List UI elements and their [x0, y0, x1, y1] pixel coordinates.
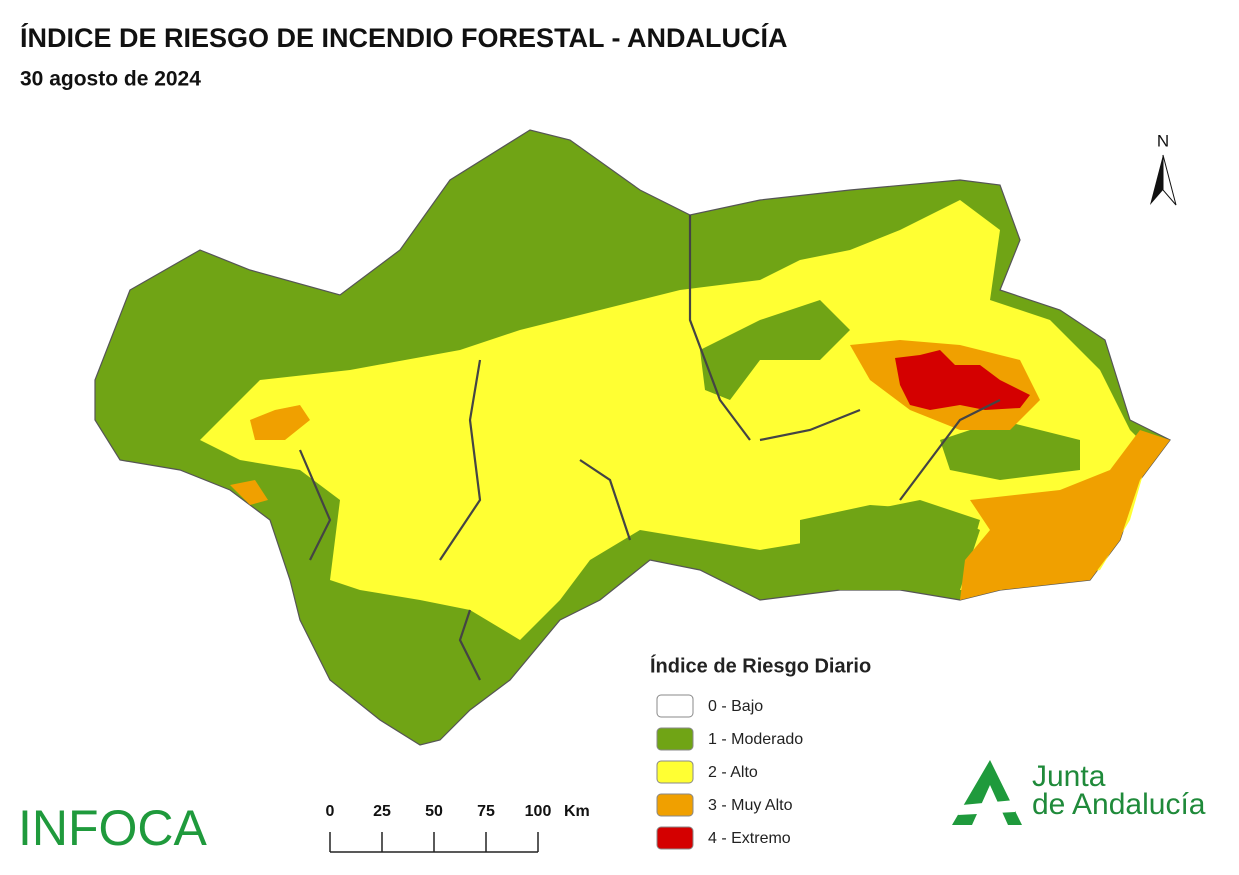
map — [94, 129, 1171, 746]
region-green-patch — [940, 420, 1080, 480]
legend-swatch — [656, 727, 694, 751]
legend-label: 0 - Bajo — [708, 698, 763, 715]
scale-unit: Km — [564, 803, 590, 820]
legend-label: 3 - Muy Alto — [708, 797, 793, 814]
legend-title: Índice de Riesgo Diario — [650, 654, 871, 677]
junta-emblem — [952, 760, 1022, 825]
north-label: N — [1157, 131, 1169, 150]
junta-line: de Andalucía — [1032, 788, 1206, 821]
region-yellow — [200, 200, 1150, 640]
legend-swatch — [656, 826, 694, 850]
province-borders — [298, 215, 1001, 681]
north-arrow-left — [1150, 155, 1163, 205]
scale-bar: 0 25 50 75 100 Km — [326, 803, 590, 853]
date: 30 agosto de 2024 — [20, 68, 201, 91]
legend-swatch — [656, 793, 694, 817]
junta-emblem-band — [958, 800, 1015, 815]
title: ÍNDICE DE RIESGO DE INCENDIO FORESTAL - … — [20, 22, 788, 53]
junta-logo: Junta de Andalucía — [952, 760, 1206, 825]
scale-label: 25 — [373, 803, 391, 820]
region-red — [895, 350, 1030, 410]
north-arrow-right — [1162, 154, 1177, 206]
scale-label: 100 — [525, 803, 552, 820]
legend-swatch — [656, 694, 694, 718]
scale-label: 50 — [425, 803, 443, 820]
legend-swatch — [656, 760, 694, 784]
region-orange — [960, 430, 1170, 600]
legend-label: 4 - Extremo — [708, 830, 791, 847]
region-green-patch — [800, 505, 980, 590]
north-arrow: N — [1150, 131, 1177, 206]
region-orange — [230, 480, 268, 505]
legend-label: 2 - Alto — [708, 764, 758, 781]
scale-label: 75 — [477, 803, 495, 820]
legend: Índice de Riesgo Diario 0 - Bajo 1 - Mode… — [650, 654, 871, 850]
region-orange — [250, 405, 310, 440]
region-green-patch — [700, 300, 850, 400]
infoca-logo: INFOCA — [18, 800, 208, 856]
legend-label: 1 - Moderado — [708, 731, 803, 748]
junta-line: Junta — [1032, 760, 1106, 793]
scale-label: 0 — [326, 803, 335, 820]
